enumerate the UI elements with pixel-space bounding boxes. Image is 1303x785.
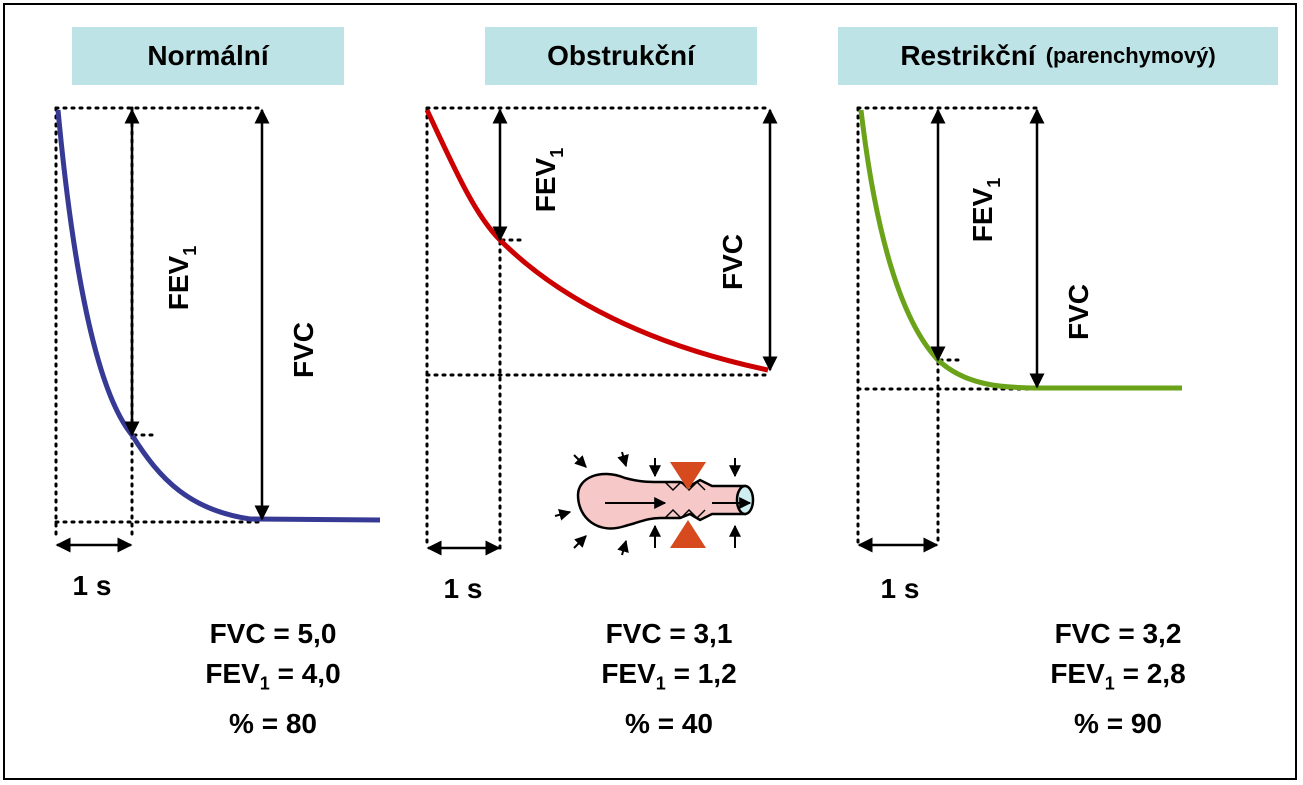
- fvc-label: FVC: [1063, 284, 1094, 340]
- percent-value: % = 80: [229, 707, 317, 739]
- fev1-value: FEV1 = 1,2: [601, 658, 737, 694]
- figure-frame: [3, 3, 1297, 780]
- panel-title-restrictive: Restrikční (parenchymový): [838, 27, 1278, 85]
- percent-value: % = 40: [625, 707, 713, 739]
- panel-normal: FEV1 FVC 1 s: [54, 106, 381, 601]
- stats-obstructive: FVC = 3,1 FEV1 = 1,2 % = 40: [559, 614, 779, 744]
- time-label: 1 s: [73, 570, 112, 601]
- expiration-curve: [424, 108, 769, 373]
- stats-normal: FVC = 5,0 FEV1 = 4,0 % = 80: [163, 614, 383, 744]
- panel-subtitle-text: (parenchymový): [1045, 43, 1216, 68]
- percent-value: % = 90: [1074, 707, 1162, 739]
- expiration-curve: [858, 109, 1182, 391]
- fev1-value: FEV1 = 2,8: [1050, 658, 1186, 694]
- panel-title-obstructive: Obstrukční: [485, 27, 757, 85]
- panel-restrictive: FEV1 FVC 1 s: [856, 106, 1182, 604]
- time-label: 1 s: [444, 573, 483, 604]
- fev1-label: FEV1: [163, 246, 200, 310]
- fvc-value: FVC = 5,0: [209, 618, 337, 649]
- fev1-value: FEV1 = 4,0: [205, 658, 341, 694]
- panel-title-text: Obstrukční: [547, 40, 695, 71]
- panel-title-normal: Normální: [72, 27, 344, 85]
- time-label: 1 s: [881, 573, 920, 604]
- expiration-curve: [55, 109, 381, 523]
- fvc-label: FVC: [717, 234, 748, 290]
- panel-obstructive: FEV1 FVC 1 s: [424, 106, 778, 604]
- fvc-value: FVC = 3,2: [1054, 618, 1182, 649]
- panel-title-text: Restrikční: [900, 40, 1036, 71]
- stats-restrictive: FVC = 3,2 FEV1 = 2,8 % = 90: [1008, 614, 1228, 744]
- fvc-label: FVC: [288, 322, 319, 378]
- narrowed-bronchus-icon: [554, 451, 755, 556]
- fev1-label: FEV1: [530, 148, 567, 212]
- fev1-label: FEV1: [967, 178, 1004, 242]
- panel-title-text: Normální: [147, 40, 269, 71]
- fvc-value: FVC = 3,1: [605, 618, 733, 649]
